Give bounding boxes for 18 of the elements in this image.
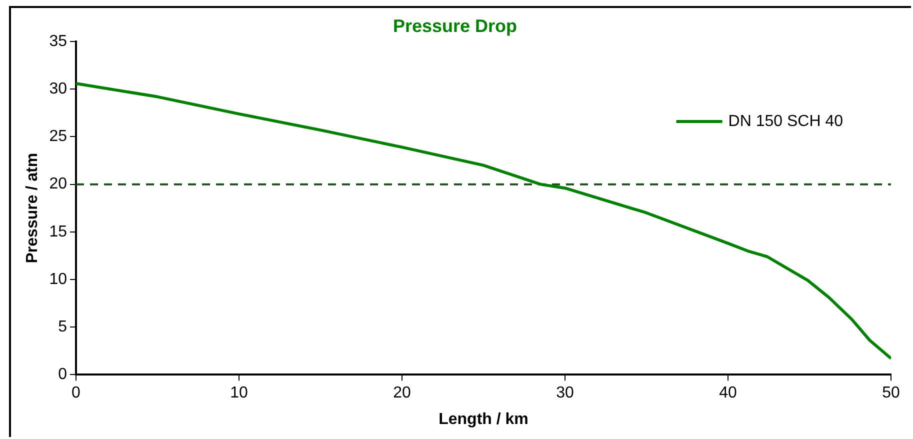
y-tick-label: 20 — [49, 176, 68, 193]
y-tick-label: 0 — [58, 366, 68, 384]
x-tick-label: 10 — [230, 384, 248, 402]
x-tick-label: 30 — [556, 384, 574, 402]
x-axis-title: Length / km — [438, 410, 528, 428]
y-tick-label: 35 — [49, 33, 68, 50]
y-tick-label: 15 — [49, 223, 68, 240]
y-tick-label: 30 — [49, 80, 68, 98]
y-axis-title: Pressure / atm — [24, 152, 42, 264]
chart-title: Pressure Drop — [392, 16, 518, 36]
y-tick-label: 5 — [58, 318, 68, 336]
y-tick-label: 10 — [49, 270, 68, 288]
x-tick-label: 0 — [72, 384, 81, 402]
legend-label: DN 150 SCH 40 — [728, 112, 844, 130]
x-tick-label: 40 — [719, 384, 737, 402]
y-tick-label: 25 — [49, 128, 68, 146]
x-tick-label: 50 — [882, 384, 900, 402]
x-tick-label: 20 — [393, 384, 411, 402]
